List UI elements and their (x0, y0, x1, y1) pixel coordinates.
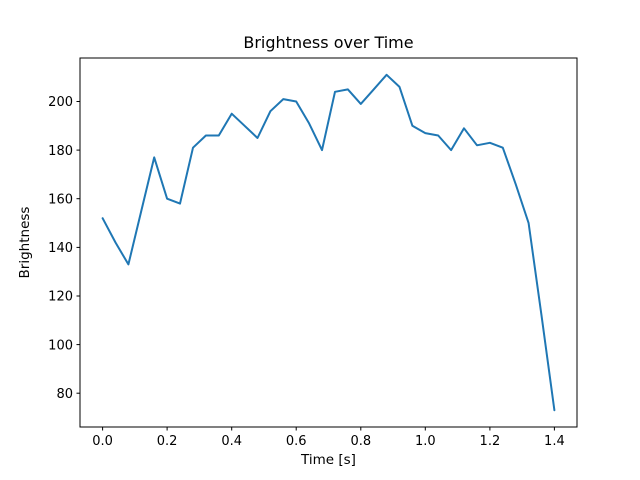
y-axis-ticks: 80 100 120 140 160 180 200 (48, 95, 80, 402)
x-tick-label: 0.2 (157, 434, 178, 449)
x-tick-label: 0.6 (286, 434, 307, 449)
x-axis-label: Time [s] (300, 452, 356, 468)
x-tick-label: 1.0 (415, 434, 436, 449)
y-tick-label: 140 (48, 241, 73, 256)
y-axis-label: Brightness (17, 207, 33, 279)
y-tick-label: 120 (48, 290, 73, 305)
y-tick-label: 100 (48, 338, 73, 353)
x-tick-label: 0.4 (221, 434, 242, 449)
x-tick-label: 1.4 (544, 434, 565, 449)
brightness-line (101, 73, 556, 412)
y-tick-label: 80 (56, 387, 73, 402)
y-tick-label: 160 (48, 192, 73, 207)
y-tick-label: 200 (48, 95, 73, 110)
x-tick-label: 1.2 (480, 434, 501, 449)
chart-title: Brightness over Time (243, 33, 413, 52)
x-tick-label: 0.0 (92, 434, 113, 449)
y-tick-label: 180 (48, 144, 73, 159)
x-tick-label: 0.8 (350, 434, 371, 449)
x-axis-ticks: 0.0 0.2 0.4 0.6 0.8 1.0 1.2 1.4 (92, 427, 565, 449)
plot-area (79, 57, 578, 428)
